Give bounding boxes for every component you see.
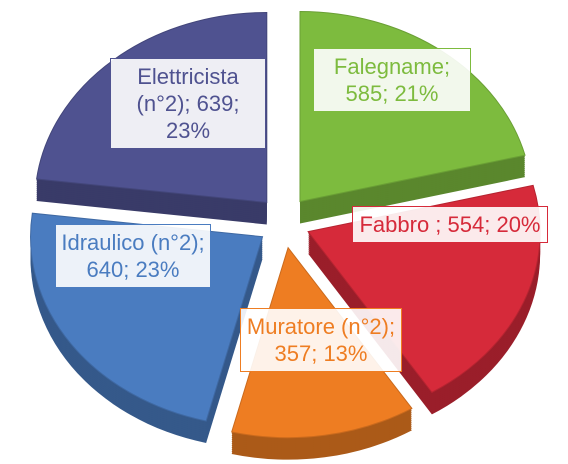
data-label: Idraulico (n°2); 640; 23% (55, 224, 211, 288)
data-label: Elettricista (n°2); 639; 23% (110, 58, 266, 149)
data-label: Muratore (n°2); 357; 13% (240, 308, 402, 372)
data-label: Falegname; 585; 21% (313, 48, 471, 112)
data-label: Fabbro ; 554; 20% (352, 206, 548, 243)
